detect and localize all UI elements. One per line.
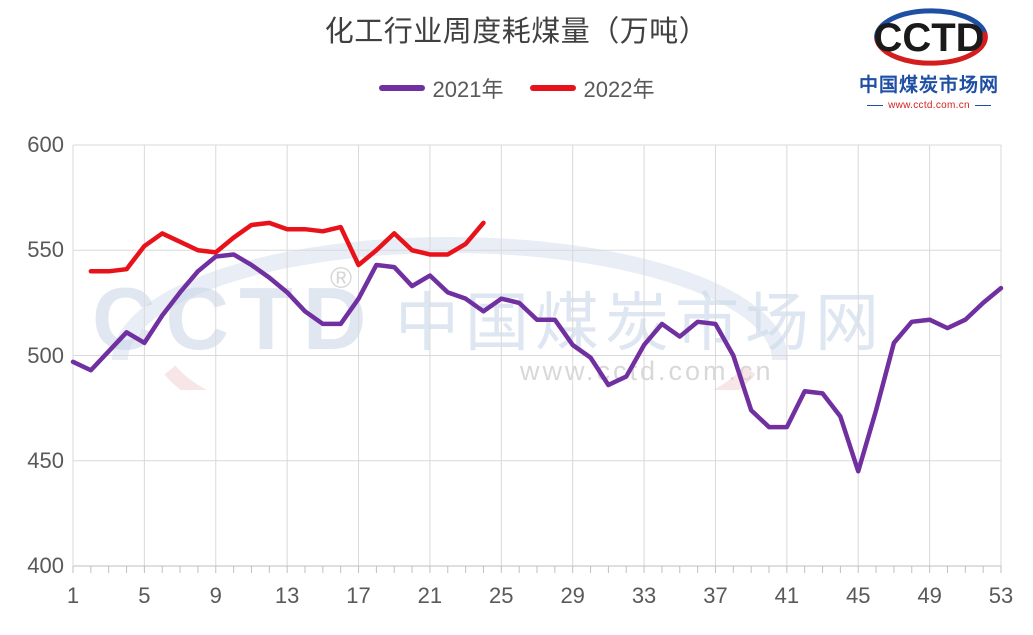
series-line-2022年 <box>88 220 486 274</box>
series-line-2021年 <box>70 252 1004 474</box>
x-tick-label: 25 <box>489 583 514 608</box>
x-tick-label: 37 <box>703 583 728 608</box>
x-tick-label: 17 <box>346 583 371 608</box>
legend-item-2022[interactable]: 2022年 <box>529 72 655 104</box>
x-tick-label: 29 <box>560 583 585 608</box>
logo-url-row: www.cctd.com.cn <box>843 100 1015 111</box>
x-tick-label: 9 <box>209 583 222 608</box>
legend-item-2021[interactable]: 2021年 <box>378 72 504 104</box>
y-tick-label: 400 <box>27 553 64 578</box>
y-axis-tick-labels: 400 450 500 550 600 <box>0 0 64 630</box>
logo-subtitle: 中国煤炭市场网 <box>858 75 999 96</box>
x-tick-label: 21 <box>417 583 443 608</box>
x-tick-label: 53 <box>988 583 1014 608</box>
chart-title: 化工行业周度耗煤量（万吨） <box>324 16 709 48</box>
x-tick-label: 41 <box>774 583 800 608</box>
x-tick-label: 5 <box>138 583 151 608</box>
legend-label-2021: 2021年 <box>432 77 504 102</box>
logo-ring-icon: CCTD <box>873 8 988 66</box>
chart-legend: 2021年 2022年 <box>0 72 1033 104</box>
x-tick-label: 49 <box>917 583 942 608</box>
logo-url: www.cctd.com.cn <box>888 100 970 111</box>
logo-mark: CCTD <box>843 6 1015 68</box>
y-tick-label: 600 <box>27 132 64 157</box>
x-tick-label: 1 <box>66 583 80 608</box>
logo-url-line-left <box>867 105 884 106</box>
y-tick-label: 550 <box>27 237 64 263</box>
legend-label-2022: 2022年 <box>583 77 655 102</box>
x-tick-label: 33 <box>631 583 657 608</box>
x-tick-label: 13 <box>274 583 300 608</box>
logo-mark-text: CCTD <box>873 16 984 60</box>
cctd-logo: CCTD 中国煤炭市场网 www.cctd.com.cn <box>843 6 1015 124</box>
y-tick-label: 500 <box>27 342 64 368</box>
logo-url-line-right <box>974 105 991 106</box>
x-tick-label: 45 <box>845 583 871 608</box>
legend-swatch-2021 <box>378 85 425 91</box>
legend-swatch-2022 <box>529 85 576 91</box>
y-tick-label: 450 <box>27 447 64 473</box>
